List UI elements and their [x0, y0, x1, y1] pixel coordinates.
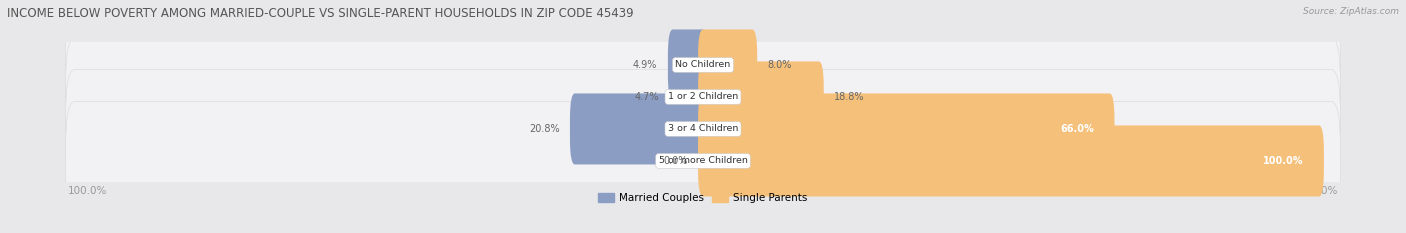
FancyBboxPatch shape — [697, 62, 824, 133]
FancyBboxPatch shape — [66, 38, 1340, 157]
Text: INCOME BELOW POVERTY AMONG MARRIED-COUPLE VS SINGLE-PARENT HOUSEHOLDS IN ZIP COD: INCOME BELOW POVERTY AMONG MARRIED-COUPL… — [7, 7, 634, 20]
FancyBboxPatch shape — [66, 101, 1340, 220]
FancyBboxPatch shape — [697, 29, 758, 100]
Text: 20.8%: 20.8% — [529, 124, 560, 134]
Text: 8.0%: 8.0% — [768, 60, 792, 70]
Text: 66.0%: 66.0% — [1060, 124, 1094, 134]
Legend: Married Couples, Single Parents: Married Couples, Single Parents — [595, 189, 811, 207]
Text: 1 or 2 Children: 1 or 2 Children — [668, 93, 738, 101]
Text: Source: ZipAtlas.com: Source: ZipAtlas.com — [1303, 7, 1399, 16]
FancyBboxPatch shape — [697, 125, 1324, 196]
Text: 18.8%: 18.8% — [834, 92, 865, 102]
FancyBboxPatch shape — [569, 93, 709, 164]
FancyBboxPatch shape — [668, 29, 709, 100]
Text: 0.0%: 0.0% — [664, 156, 688, 166]
Text: 4.9%: 4.9% — [633, 60, 658, 70]
Text: 5 or more Children: 5 or more Children — [658, 156, 748, 165]
FancyBboxPatch shape — [669, 62, 709, 133]
Text: 4.7%: 4.7% — [634, 92, 658, 102]
FancyBboxPatch shape — [66, 5, 1340, 124]
FancyBboxPatch shape — [66, 69, 1340, 188]
Text: No Children: No Children — [675, 61, 731, 69]
Text: 3 or 4 Children: 3 or 4 Children — [668, 124, 738, 134]
Text: 100.0%: 100.0% — [1263, 156, 1303, 166]
FancyBboxPatch shape — [697, 93, 1115, 164]
